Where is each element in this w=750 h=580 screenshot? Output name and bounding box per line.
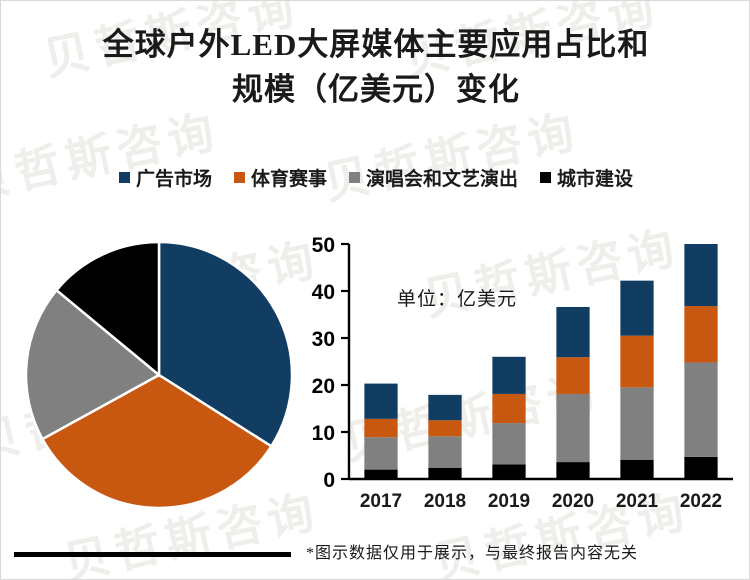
- unit-annotation: 单位：亿美元: [397, 288, 517, 310]
- footnote-text: *图示数据仅用于展示，与最终报告内容无关: [306, 545, 639, 562]
- legend-label: 体育赛事: [250, 169, 327, 190]
- bar-segment-2020-4[interactable]: [556, 306, 590, 358]
- bar-segment-2020-3[interactable]: [556, 357, 590, 394]
- bar-segment-2021-4[interactable]: [620, 280, 654, 336]
- pie-chart-svg: [24, 240, 294, 510]
- footer-divider: [14, 552, 291, 557]
- x-axis-category-label: 2020: [552, 491, 594, 512]
- bar-segment-2018-3[interactable]: [428, 420, 462, 437]
- bar-segment-2021-2[interactable]: [620, 387, 654, 460]
- bar-segment-2017-1[interactable]: [364, 469, 398, 479]
- bar-segment-2022-4[interactable]: [684, 244, 718, 307]
- bar-segment-2019-3[interactable]: [492, 393, 526, 424]
- y-axis-tick-label: 10: [312, 422, 335, 445]
- legend-swatch-icon: [233, 172, 245, 183]
- bar-segment-2018-1[interactable]: [428, 467, 462, 479]
- bar-segment-2019-1[interactable]: [492, 464, 526, 479]
- y-axis-tick-label: 30: [312, 328, 335, 351]
- x-axis-category-label: 2019: [488, 491, 530, 512]
- x-axis-category-label: 2021: [616, 491, 659, 512]
- bar-segment-2022-2[interactable]: [684, 362, 718, 457]
- bar-segment-2020-1[interactable]: [556, 462, 590, 479]
- y-axis-tick-label: 0: [323, 469, 335, 492]
- bar-segment-2017-2[interactable]: [364, 437, 398, 470]
- chart-legend: 广告市场 体育赛事 演唱会和文艺演出 城市建设: [1, 164, 749, 191]
- legend-swatch-icon: [118, 172, 130, 183]
- y-axis-tick-label: 20: [312, 375, 335, 398]
- legend-item-sports[interactable]: 体育赛事: [233, 164, 327, 191]
- bar-segment-2019-2[interactable]: [492, 423, 526, 465]
- y-axis-tick-label: 50: [312, 234, 335, 257]
- bar-segment-2018-2[interactable]: [428, 436, 462, 468]
- chart-title-line-2: 规模（亿美元）变化: [232, 71, 520, 107]
- pie-slice-4[interactable]: [54, 240, 161, 378]
- bar-segment-2018-4[interactable]: [428, 394, 462, 421]
- pie-slice-3[interactable]: [24, 288, 162, 441]
- x-axis-category-label: 2017: [360, 491, 402, 512]
- bar-segment-2022-3[interactable]: [684, 306, 718, 363]
- bar-segment-2020-2[interactable]: [556, 393, 590, 463]
- chart-title: 全球户外LED大屏媒体主要应用占比和 规模（亿美元）变化: [41, 23, 711, 113]
- pie-chart: [23, 239, 295, 511]
- bar-chart-svg: 0 10 20 30 40 50 2017 2018 2019 2020 2021 2022 单位：亿美…: [312, 234, 733, 512]
- bar-segment-2021-3[interactable]: [620, 335, 654, 388]
- legend-swatch-icon: [540, 172, 552, 183]
- legend-item-concerts[interactable]: 演唱会和文艺演出: [349, 164, 518, 191]
- y-axis-tick-label: 40: [312, 281, 335, 304]
- legend-label: 演唱会和文艺演出: [366, 169, 519, 190]
- legend-swatch-icon: [349, 172, 360, 183]
- legend-label: 广告市场: [135, 169, 212, 190]
- x-axis-category-label: 2022: [680, 491, 722, 512]
- legend-label: 城市建设: [557, 169, 634, 190]
- chart-title-line-1: 全球户外LED大屏媒体主要应用占比和: [102, 27, 650, 62]
- bar-segment-2022-1[interactable]: [684, 456, 718, 479]
- legend-item-urban[interactable]: 城市建设: [540, 164, 633, 191]
- bar-chart: 0 10 20 30 40 50 2017 2018 2019 2020 2021 2022 单位：亿美…: [297, 229, 743, 521]
- bar-segment-2017-3[interactable]: [364, 418, 398, 438]
- legend-item-advertising[interactable]: 广告市场: [118, 164, 212, 191]
- bar-segment-2019-4[interactable]: [492, 356, 526, 394]
- bar-segment-2017-4[interactable]: [364, 383, 398, 419]
- x-axis-category-label: 2018: [424, 491, 466, 512]
- bar-segment-2021-1[interactable]: [620, 459, 654, 479]
